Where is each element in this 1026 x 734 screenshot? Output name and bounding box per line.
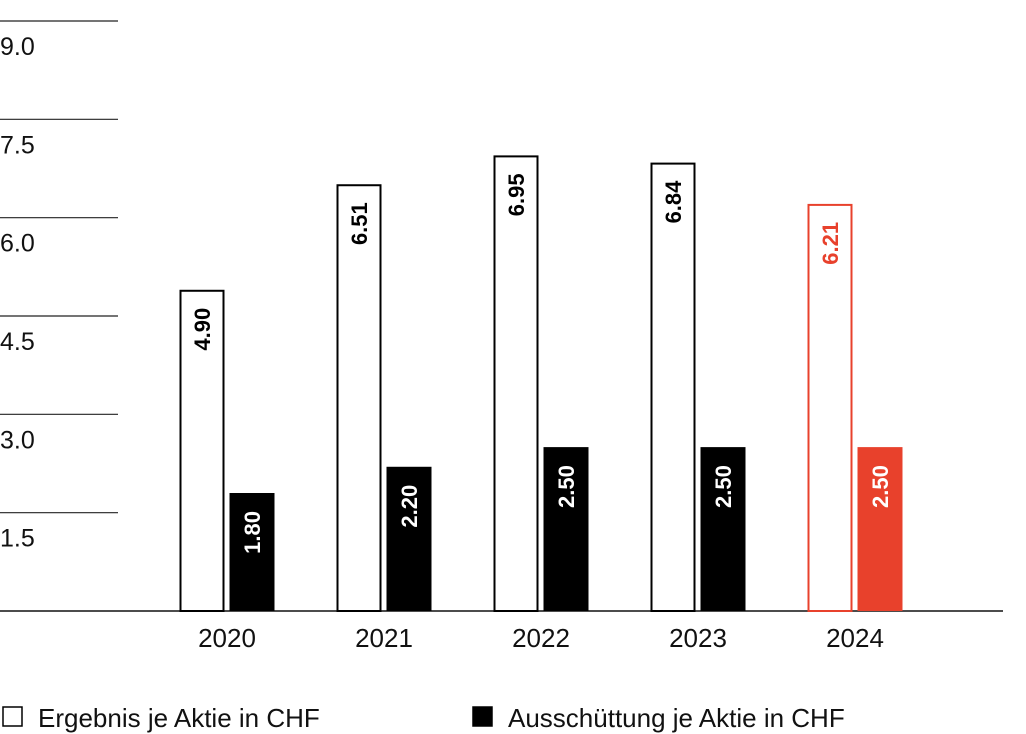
value-label: 1.80 bbox=[240, 511, 265, 554]
value-label: 2.50 bbox=[711, 465, 736, 508]
value-label: 6.21 bbox=[818, 222, 843, 265]
bar bbox=[650, 162, 696, 612]
y-tick-label: 7.5 bbox=[0, 131, 35, 159]
y-tick-label: 3.0 bbox=[0, 426, 35, 454]
value-label: 2.50 bbox=[554, 465, 579, 508]
y-tick-label: 6.0 bbox=[0, 230, 35, 258]
legend-swatch bbox=[2, 706, 23, 727]
x-tick-label: 2020 bbox=[198, 623, 256, 653]
y-tick-label: 9.0 bbox=[0, 33, 35, 61]
bar bbox=[336, 184, 382, 612]
legend-label: Ergebnis je Aktie in CHF bbox=[38, 703, 320, 733]
x-tick-label: 2022 bbox=[512, 623, 570, 653]
bar bbox=[179, 289, 225, 612]
x-tick-label: 2024 bbox=[826, 623, 884, 653]
value-label: 4.90 bbox=[190, 308, 215, 351]
bar bbox=[493, 155, 539, 612]
bar bbox=[229, 493, 275, 611]
x-tick-label: 2021 bbox=[355, 623, 413, 653]
bar bbox=[700, 447, 746, 611]
value-label: 2.20 bbox=[397, 485, 422, 528]
value-label: 6.51 bbox=[347, 202, 372, 245]
legend-label: Ausschüttung je Aktie in CHF bbox=[508, 703, 845, 733]
legend-swatch bbox=[472, 706, 493, 727]
bar bbox=[857, 447, 903, 611]
bar bbox=[386, 466, 432, 611]
value-label: 2.50 bbox=[868, 465, 893, 508]
x-tick-label: 2023 bbox=[669, 623, 727, 653]
bar bbox=[807, 203, 853, 612]
y-tick-label: 4.5 bbox=[0, 328, 35, 356]
value-label: 6.95 bbox=[504, 173, 529, 216]
value-label: 6.84 bbox=[661, 180, 686, 224]
y-tick-label: 1.5 bbox=[0, 525, 35, 553]
bar bbox=[543, 447, 589, 611]
